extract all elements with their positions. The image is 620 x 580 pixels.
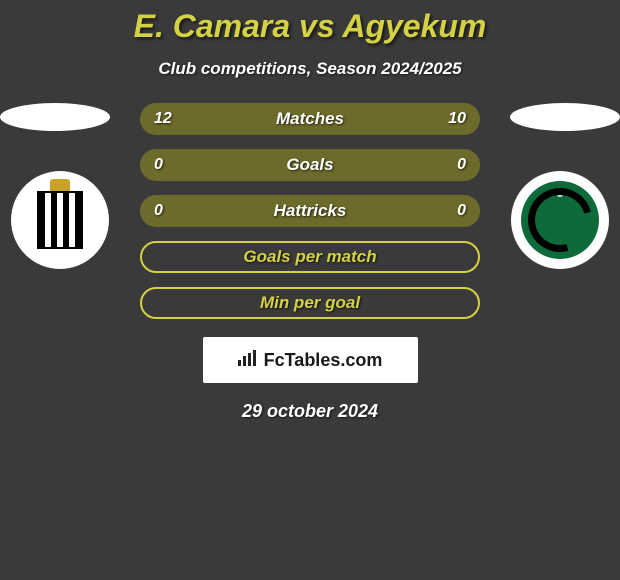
page-title: E. Camara vs Agyekum bbox=[0, 0, 620, 45]
stat-label: Matches bbox=[276, 109, 344, 129]
subtitle: Club competitions, Season 2024/2025 bbox=[0, 59, 620, 79]
stat-row: Goals per match bbox=[140, 241, 480, 273]
stat-left-value: 12 bbox=[154, 110, 172, 128]
crown-icon: ♛ bbox=[555, 187, 565, 200]
chart-icon bbox=[238, 350, 258, 371]
stat-row: 0 Goals 0 bbox=[140, 149, 480, 181]
stat-row: 0 Hattricks 0 bbox=[140, 195, 480, 227]
cercle-crest-icon: ♛ bbox=[521, 181, 599, 259]
stat-right-value: 0 bbox=[457, 156, 466, 174]
comparison-panel: 12 Matches 10 0 Goals 0 0 Hattricks 0 Go… bbox=[0, 103, 620, 319]
stat-left-value: 0 bbox=[154, 202, 163, 220]
source-label: FcTables.com bbox=[264, 350, 383, 371]
left-side bbox=[20, 103, 140, 269]
stat-label: Goals per match bbox=[243, 247, 376, 267]
source-badge[interactable]: FcTables.com bbox=[203, 337, 418, 383]
stat-label: Goals bbox=[286, 155, 333, 175]
stat-label: Hattricks bbox=[274, 201, 347, 221]
player-photo-left bbox=[0, 103, 110, 131]
right-side: ♛ bbox=[480, 103, 600, 269]
team-badge-right: ♛ bbox=[511, 171, 609, 269]
stat-right-value: 10 bbox=[448, 110, 466, 128]
team-badge-left bbox=[11, 171, 109, 269]
date-label: 29 october 2024 bbox=[0, 401, 620, 422]
stat-row: 12 Matches 10 bbox=[140, 103, 480, 135]
stat-right-value: 0 bbox=[457, 202, 466, 220]
stat-row: Min per goal bbox=[140, 287, 480, 319]
stat-left-value: 0 bbox=[154, 156, 163, 174]
stat-label: Min per goal bbox=[260, 293, 360, 313]
player-photo-right bbox=[510, 103, 620, 131]
charleroi-crest-icon bbox=[37, 191, 83, 249]
stats-list: 12 Matches 10 0 Goals 0 0 Hattricks 0 Go… bbox=[140, 103, 480, 319]
